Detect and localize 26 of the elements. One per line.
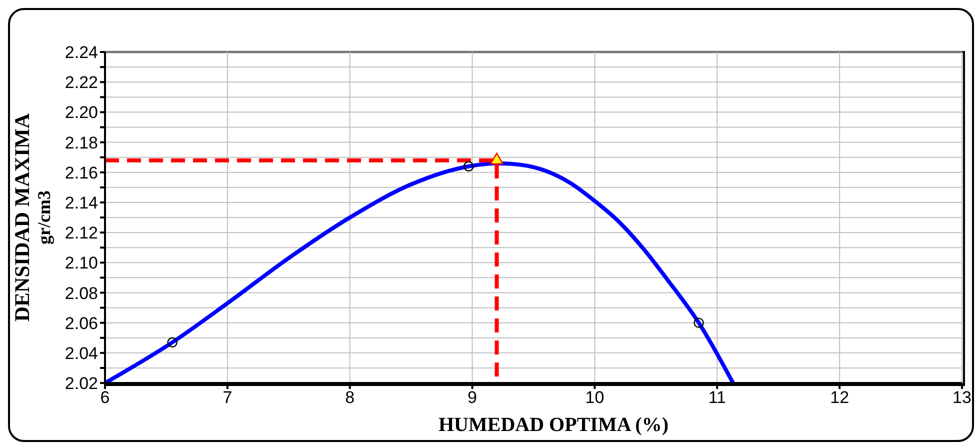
y-tick-label: 2.02 xyxy=(64,374,98,394)
y-tick-label: 2.12 xyxy=(64,224,98,243)
point xyxy=(694,318,704,328)
y-tick-label: 2.20 xyxy=(64,103,98,122)
y-tick-label: 2.16 xyxy=(64,163,98,182)
x-tick-label: 6 xyxy=(100,388,110,408)
y-tick-label: 2.04 xyxy=(64,344,98,363)
point xyxy=(464,161,474,172)
y-tick-label: 2.08 xyxy=(64,284,98,303)
x-axis-title: HUMEDAD OPTIMA (%) xyxy=(438,414,668,436)
y-axis-title: DENSIDAD MAXIMA gr/cm3 xyxy=(10,112,54,322)
x-tick-label: 12 xyxy=(830,388,850,408)
x-tick-label: 11 xyxy=(708,388,726,408)
x-tick-label: 9 xyxy=(468,388,478,408)
y-tick-label: 2.14 xyxy=(64,193,98,212)
x-tick-label: 7 xyxy=(222,388,232,408)
x-tick-label: 13 xyxy=(952,388,972,408)
point xyxy=(490,152,504,164)
y-tick-label: 2.18 xyxy=(64,133,98,152)
y-tick-label: 2.22 xyxy=(64,73,98,92)
y-tick-label: 2.06 xyxy=(64,314,98,333)
x-tick-label: 10 xyxy=(585,388,604,408)
y-tick-label: 2.24 xyxy=(64,43,98,62)
x-tick-label: 8 xyxy=(345,388,355,408)
point xyxy=(167,337,178,348)
y-tick-label: 2.10 xyxy=(64,254,98,273)
